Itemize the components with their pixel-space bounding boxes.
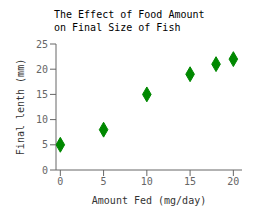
html-text:The Effect of Food Amount: The Effect of Food Amount: [54, 9, 205, 20]
svg-text:15: 15: [184, 176, 196, 187]
svg-text:25: 25: [36, 39, 48, 50]
html-text:on Final Size of Fish: on Final Size of Fish: [54, 22, 181, 33]
svg-text:5: 5: [42, 139, 48, 150]
svg-text:20: 20: [227, 176, 239, 187]
svg-text:15: 15: [36, 89, 48, 100]
svg-text:10: 10: [141, 176, 153, 187]
svg-text:0: 0: [42, 165, 48, 176]
svg-text:0: 0: [57, 176, 63, 187]
svg-text:Amount Fed (mg/day): Amount Fed (mg/day): [92, 195, 206, 206]
svg-text:Final lenth (mm): Final lenth (mm): [15, 59, 26, 155]
svg-text:20: 20: [36, 64, 48, 75]
svg-text:10: 10: [36, 114, 48, 125]
svg-text:5: 5: [101, 176, 107, 187]
